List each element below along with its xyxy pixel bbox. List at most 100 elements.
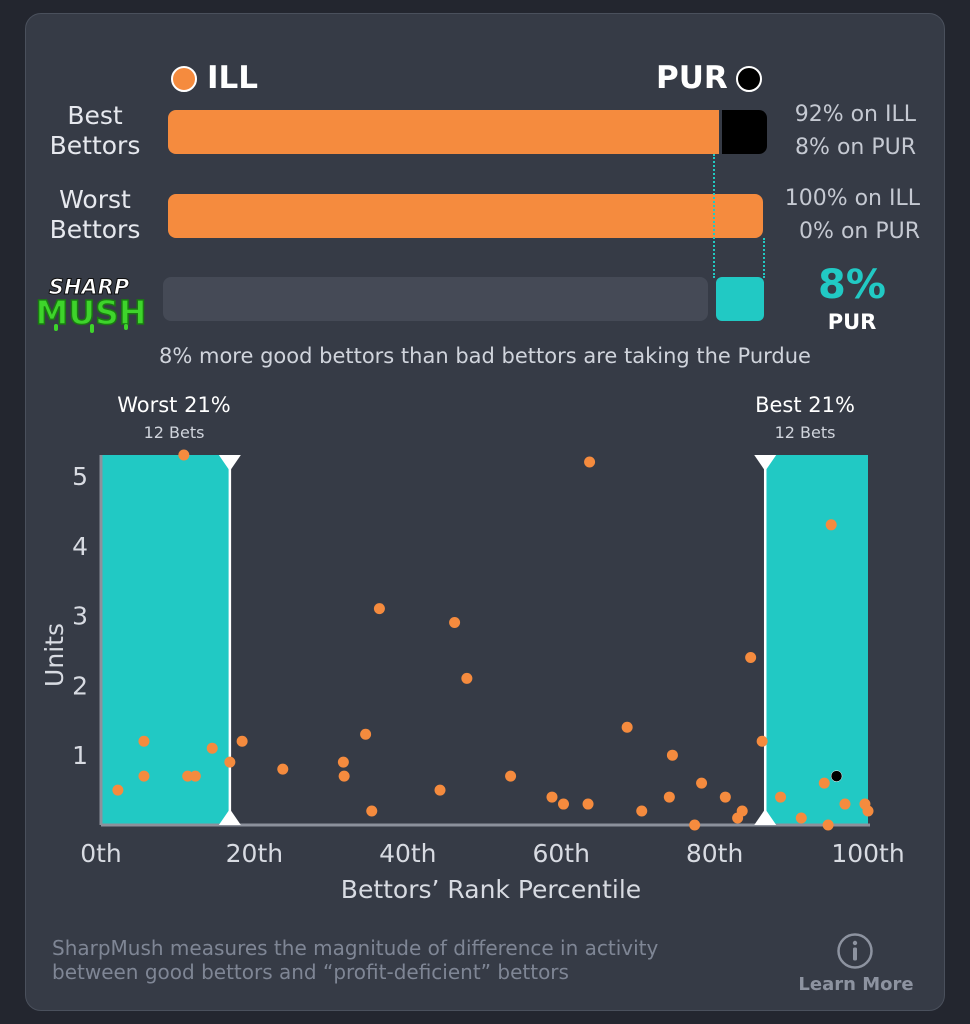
data-point — [373, 603, 385, 615]
worst-zone-shade — [101, 455, 230, 825]
data-point — [505, 770, 517, 782]
data-point — [338, 770, 350, 782]
best-zone-title: Best 21% — [755, 393, 855, 417]
team-right-label: PUR — [656, 60, 728, 96]
data-point — [236, 735, 248, 747]
worst-bettors-pct: 100% on ILL 0% on PUR — [760, 182, 920, 248]
worst-bettors-pct-line1: 100% on ILL — [784, 186, 920, 211]
data-point — [206, 742, 218, 754]
x-tick-label: 100th — [831, 839, 904, 868]
best-bettors-label-line2: Bettors — [49, 131, 141, 160]
worst-bettors-ill-segment — [168, 194, 763, 238]
data-point — [719, 791, 731, 803]
data-point — [839, 798, 851, 810]
worst-bettors-bar — [168, 194, 763, 238]
x-axis-label: Bettors’ Rank Percentile — [341, 875, 641, 904]
pur-color-dot — [736, 66, 762, 92]
best-bettors-pct-line1: 92% on ILL — [794, 102, 916, 127]
data-point — [546, 791, 558, 803]
data-point — [818, 777, 830, 789]
data-point — [756, 735, 768, 747]
worst-bettors-label-line1: Worst — [59, 185, 131, 214]
y-tick-label: 1 — [72, 741, 88, 770]
data-point — [745, 651, 757, 663]
y-tick-label: 5 — [72, 462, 88, 491]
sharpmush-team: PUR — [827, 310, 877, 334]
slime-drip — [90, 324, 94, 333]
data-point — [825, 519, 837, 531]
worst-split-connector — [763, 238, 765, 278]
data-point — [189, 770, 201, 782]
data-point — [862, 805, 874, 817]
summary-text: 8% more good bettors than bad bettors ar… — [159, 344, 811, 368]
team-left-label: ILL — [207, 60, 259, 96]
data-point — [138, 770, 150, 782]
best-bettors-pur-segment — [722, 110, 767, 154]
data-point — [636, 805, 648, 817]
sharpmush-logo: SHARP MUSH — [35, 275, 147, 333]
y-axis-label: Units — [40, 623, 69, 687]
data-point — [621, 721, 633, 733]
data-point — [461, 672, 473, 684]
best-bettors-bar-divider — [719, 110, 723, 154]
best-zone-bets: 12 Bets — [774, 423, 836, 442]
worst-zone-title: Worst 21% — [117, 393, 231, 417]
data-point — [449, 617, 461, 629]
best-bettors-pct: 92% on ILL 8% on PUR — [760, 98, 916, 164]
best-bettors-label: Best Bettors — [40, 101, 150, 161]
best-split-connector — [713, 154, 715, 278]
sharpmush-logo-line1: SHARP — [49, 275, 130, 299]
footer-line2: between good bettors and “profit-deficie… — [52, 960, 569, 984]
data-point — [366, 805, 378, 817]
best-bettors-bar — [168, 110, 767, 154]
data-point — [795, 812, 807, 824]
ill-color-dot — [171, 66, 197, 92]
units-scatter-chart: 0th 20th 40th 60th 80th 100th 1 2 3 4 5 Bettors’ R… — [40, 449, 905, 904]
data-point — [584, 456, 596, 468]
slime-drip — [124, 324, 128, 330]
y-tick-label: 4 — [72, 532, 88, 561]
data-point — [360, 728, 372, 740]
best-zone-shade — [765, 455, 868, 825]
data-point — [736, 805, 748, 817]
y-tick-label: 2 — [72, 671, 88, 700]
x-tick-label: 0th — [80, 839, 122, 868]
data-point — [112, 784, 124, 796]
x-tick-label: 60th — [532, 839, 589, 868]
x-tick-label: 20th — [226, 839, 283, 868]
learn-more-button[interactable]: Learn More — [796, 930, 916, 996]
worst-zone-boundary-top-marker — [218, 455, 241, 471]
worst-zone-boundary-bottom-marker — [218, 809, 241, 825]
footer-line1: SharpMush measures the magnitude of diff… — [52, 936, 659, 960]
footer-description: SharpMush measures the magnitude of diff… — [52, 936, 792, 984]
data-point — [666, 749, 678, 761]
x-tick-label: 80th — [686, 839, 743, 868]
y-tick-label: 3 — [72, 602, 88, 631]
data-point — [582, 798, 594, 810]
data-point — [182, 770, 194, 782]
best-zone-boundary-top-marker — [754, 455, 777, 471]
worst-bettors-pct-line2: 0% on PUR — [799, 219, 920, 244]
best-zone-boundary-bottom-marker — [754, 809, 777, 825]
learn-more-label: Learn More — [798, 974, 914, 995]
sharpmush-bar-track — [163, 277, 708, 321]
data-point — [696, 777, 708, 789]
data-point — [775, 791, 787, 803]
worst-zone-bets: 12 Bets — [143, 423, 205, 442]
data-point — [337, 756, 349, 768]
data-point — [830, 770, 843, 782]
data-point — [822, 819, 834, 831]
data-point — [558, 798, 570, 810]
best-bettors-label-line1: Best — [67, 101, 123, 130]
data-point — [224, 756, 236, 768]
x-tick-label: 40th — [379, 839, 436, 868]
data-point — [689, 819, 701, 831]
sharpmush-bar-fill — [716, 277, 764, 321]
data-point — [663, 791, 675, 803]
data-point — [277, 763, 289, 775]
sharpmush-value: 8% — [818, 262, 886, 308]
slime-drip — [54, 324, 58, 331]
best-bettors-ill-segment — [168, 110, 720, 154]
data-point — [434, 784, 446, 796]
data-point — [138, 735, 150, 747]
